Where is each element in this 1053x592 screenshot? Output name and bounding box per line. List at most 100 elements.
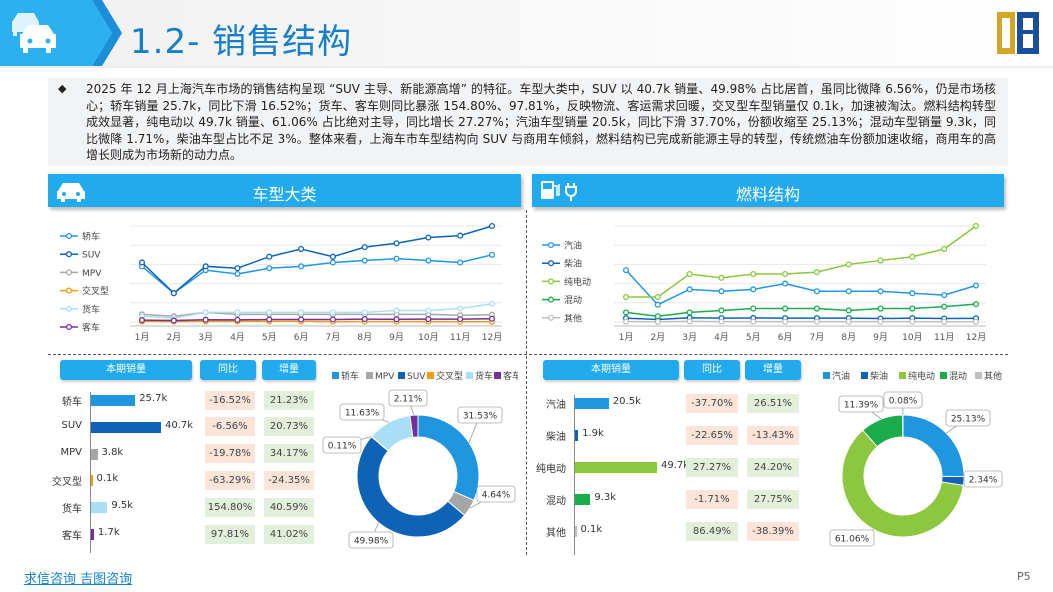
series-point: [138, 317, 146, 324]
mom-cell: -13.43%: [747, 425, 799, 445]
panel-header-fuel: 燃料结构: [532, 174, 1004, 207]
page-title: 1.2- 销售结构: [130, 22, 353, 62]
series-point: [266, 316, 273, 323]
series-point: [425, 257, 432, 264]
vehicle-share-donut: 31.53% 4.64% 49.98% 0.11% 11.63% 2.11% 轿车 MPV SU…: [322, 370, 518, 549]
series-point: [654, 301, 661, 308]
mom-cell: 24.20%: [747, 457, 799, 477]
legend-swatch-point: [547, 260, 555, 267]
series-point: [972, 222, 980, 230]
series-point: [298, 316, 305, 323]
series-line-3: [625, 303, 977, 317]
x-tick-label: 10月: [418, 332, 438, 343]
legend-label: MPV: [82, 269, 102, 279]
series-point: [622, 318, 630, 325]
series-line-5: [141, 317, 493, 322]
series-point: [329, 253, 336, 260]
series-point: [845, 307, 852, 314]
series-point: [361, 309, 368, 316]
legend-swatch-point: [547, 314, 555, 321]
series-line-4: [141, 303, 493, 319]
series-point: [909, 305, 916, 312]
series-point: [686, 270, 693, 278]
legend-label: 混动: [564, 295, 582, 306]
series-point: [782, 318, 789, 325]
legend-swatch-point: [547, 296, 555, 303]
x-tick-label: 11月: [934, 332, 954, 343]
pie-slice: [356, 435, 466, 538]
summary-box: ◆ 2025 年 12 月上海汽车市场的销售结构呈现 “SUV 主导、新能源高增…: [48, 78, 1008, 166]
row-label: 其他: [546, 528, 566, 539]
series-point: [425, 234, 432, 241]
legend-label: 柴油: [564, 258, 582, 270]
legend-label: 交叉型: [436, 370, 463, 382]
pie-label-box: [348, 531, 394, 549]
bar-axis: [574, 395, 575, 555]
yoy-cell: 97.81%: [205, 524, 255, 544]
legend-label: 纯电动: [564, 276, 591, 288]
yoy-cell: 86.49%: [686, 521, 738, 541]
legend-swatch-point: [65, 251, 73, 258]
sales-bar: [91, 421, 161, 433]
legend-label: 交叉型: [82, 285, 109, 297]
pie-label-box: [838, 395, 884, 413]
mom-cell: 26.51%: [747, 393, 799, 413]
series-point: [941, 318, 948, 325]
pie-label-box: [883, 391, 923, 409]
sales-bar-label: 1.7k: [97, 527, 120, 538]
series-point: [202, 309, 209, 316]
series-point: [266, 309, 273, 316]
pie-label-box: [457, 406, 503, 424]
x-tick-label: 7月: [810, 332, 825, 343]
legend-label: 其他: [984, 370, 1002, 382]
series-point: [750, 286, 757, 293]
series-line-1: [625, 317, 977, 321]
sales-bar: [91, 502, 108, 514]
vehicle-line-chart: 1月 2月 3月 4月 5月 6月 7月 8月 9月 10月 11月 12月 轿车 SUV MPV 交叉型货车…: [60, 222, 502, 343]
legend-label: 混动: [949, 371, 967, 382]
pie-label-box: [945, 409, 991, 427]
series-point: [972, 301, 980, 308]
series-line-0: [141, 254, 493, 295]
panel-header-vehicle: 车型大类: [48, 174, 521, 207]
row-label: 货车: [62, 504, 82, 516]
mom-cell: 21.23%: [264, 390, 314, 410]
series-point: [393, 316, 400, 323]
legend-label: SUV: [82, 251, 101, 261]
x-tick-label: 6月: [778, 332, 793, 343]
x-tick-label: 5月: [262, 332, 277, 343]
pie-label: 2.34%: [969, 476, 998, 486]
series-point: [425, 316, 432, 323]
footer-brand-link[interactable]: 求信咨询 吉图咨询: [24, 572, 133, 587]
vertical-divider: [526, 210, 527, 555]
sales-bar: [91, 475, 93, 487]
series-point: [877, 288, 884, 295]
series-point: [488, 300, 496, 307]
yoy-cell: -1.71%: [686, 489, 738, 509]
series-point: [782, 305, 789, 312]
series-point: [488, 315, 496, 322]
series-point: [329, 259, 336, 266]
series-point: [393, 240, 400, 247]
yoy-cell: -22.65%: [686, 425, 738, 445]
legend-label: 轿车: [82, 231, 100, 243]
pie-slice: [417, 414, 480, 501]
legend-label: 轿车: [341, 370, 359, 382]
series-point: [718, 307, 725, 314]
series-point: [877, 257, 884, 264]
mom-cell: 34.17%: [264, 444, 314, 464]
panel-title-fuel: 燃料结构: [735, 185, 800, 204]
row-label: MPV: [60, 446, 83, 458]
legend-swatch-point: [65, 269, 73, 276]
series-point: [845, 318, 852, 325]
legend-swatch-point: [65, 287, 73, 294]
series-point: [361, 244, 368, 251]
series-point: [877, 305, 884, 312]
series-point: [234, 309, 241, 316]
x-tick-label: 8月: [841, 332, 856, 343]
series-point: [782, 270, 789, 278]
series-point: [329, 309, 336, 316]
series-point: [909, 290, 916, 297]
vehicle-table-header-mom: 增量: [262, 360, 316, 380]
pie-label: 0.08%: [889, 397, 918, 407]
